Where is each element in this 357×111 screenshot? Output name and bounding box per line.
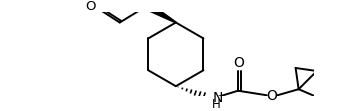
- Polygon shape: [145, 2, 176, 24]
- Text: O: O: [86, 0, 96, 13]
- Text: H: H: [212, 98, 221, 111]
- Text: O: O: [234, 56, 245, 70]
- Text: N: N: [212, 91, 223, 105]
- Text: O: O: [267, 89, 277, 103]
